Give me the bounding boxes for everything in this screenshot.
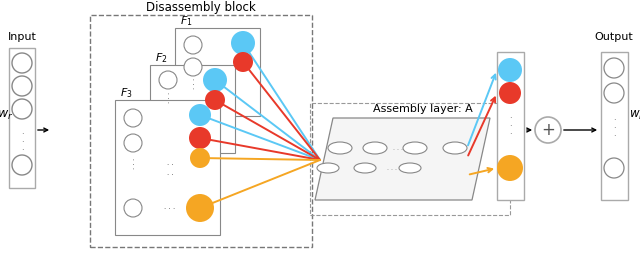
Circle shape bbox=[189, 104, 211, 126]
Circle shape bbox=[498, 58, 522, 82]
Text: .: . bbox=[20, 127, 23, 137]
Bar bbox=[90, 15, 312, 247]
Text: . .: . . bbox=[216, 81, 222, 87]
Text: Input: Input bbox=[8, 32, 36, 42]
Ellipse shape bbox=[443, 142, 467, 154]
Circle shape bbox=[604, 58, 624, 78]
Text: $F_3$: $F_3$ bbox=[120, 86, 132, 100]
Ellipse shape bbox=[328, 142, 352, 154]
Circle shape bbox=[233, 52, 253, 72]
Text: . . .: . . . bbox=[393, 146, 403, 150]
Bar bbox=[175, 28, 260, 116]
Text: $F_1$: $F_1$ bbox=[180, 14, 193, 28]
Text: .: . bbox=[612, 121, 615, 131]
Text: $w_r$: $w_r$ bbox=[0, 108, 13, 122]
Circle shape bbox=[124, 134, 142, 152]
Ellipse shape bbox=[363, 142, 387, 154]
Circle shape bbox=[184, 36, 202, 54]
Text: . . .: . . . bbox=[130, 157, 136, 169]
Ellipse shape bbox=[354, 163, 376, 173]
Circle shape bbox=[12, 99, 32, 119]
Bar bbox=[9, 48, 35, 188]
Circle shape bbox=[190, 148, 210, 168]
Circle shape bbox=[203, 68, 227, 92]
Bar bbox=[115, 100, 220, 235]
Circle shape bbox=[497, 155, 523, 181]
Text: .: . bbox=[20, 144, 23, 153]
Text: .: . bbox=[509, 111, 511, 120]
Text: +: + bbox=[541, 121, 555, 139]
Circle shape bbox=[12, 155, 32, 175]
Circle shape bbox=[12, 53, 32, 73]
Text: Output: Output bbox=[595, 32, 634, 42]
Ellipse shape bbox=[403, 142, 427, 154]
Text: . .: . . bbox=[166, 160, 173, 166]
Text: Disassembly block: Disassembly block bbox=[146, 1, 256, 14]
Text: . .: . . bbox=[191, 114, 197, 120]
Ellipse shape bbox=[317, 163, 339, 173]
Text: Assembly layer: A: Assembly layer: A bbox=[372, 104, 472, 114]
Text: $w_{n+1}$: $w_{n+1}$ bbox=[629, 108, 640, 122]
Text: . . .: . . . bbox=[190, 78, 196, 89]
Text: .: . bbox=[509, 118, 511, 127]
Circle shape bbox=[124, 109, 142, 127]
Circle shape bbox=[231, 31, 255, 55]
Circle shape bbox=[124, 199, 142, 217]
Text: $F_2$: $F_2$ bbox=[155, 51, 168, 65]
Text: . . .: . . . bbox=[164, 204, 175, 210]
Ellipse shape bbox=[399, 163, 421, 173]
Text: . . .: . . . bbox=[387, 166, 397, 170]
Bar bbox=[601, 52, 628, 200]
Polygon shape bbox=[315, 118, 490, 200]
Circle shape bbox=[189, 127, 211, 149]
Bar bbox=[310, 103, 510, 215]
Circle shape bbox=[205, 90, 225, 110]
Circle shape bbox=[604, 158, 624, 178]
Text: .: . bbox=[20, 136, 23, 144]
Circle shape bbox=[604, 83, 624, 103]
Text: .: . bbox=[612, 130, 615, 138]
Bar bbox=[497, 52, 524, 200]
Circle shape bbox=[535, 117, 561, 143]
Text: . .: . . bbox=[166, 170, 173, 176]
Text: .: . bbox=[612, 114, 615, 122]
Text: .: . bbox=[509, 127, 511, 136]
Circle shape bbox=[499, 82, 521, 104]
Bar bbox=[150, 65, 235, 153]
Text: . . .: . . . bbox=[165, 91, 171, 103]
Circle shape bbox=[184, 58, 202, 76]
Circle shape bbox=[12, 76, 32, 96]
Circle shape bbox=[186, 194, 214, 222]
Circle shape bbox=[159, 71, 177, 89]
